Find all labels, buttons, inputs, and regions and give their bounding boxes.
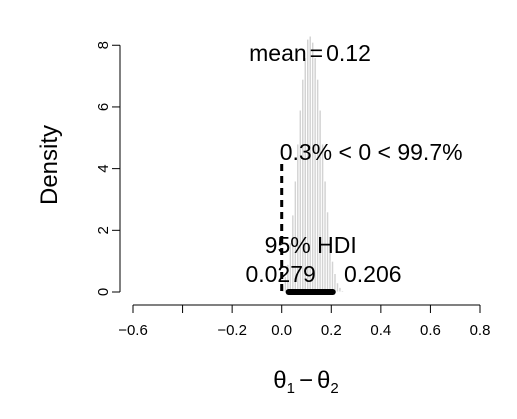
x-tick-label: 0.0: [271, 322, 292, 339]
bars-layer: [281, 35, 345, 293]
mean-value: 0.12: [326, 40, 371, 66]
x-title-theta2: θ: [317, 367, 330, 394]
y-axis: 0 2 4 6 8: [95, 41, 121, 296]
y-tick-label: 6: [95, 103, 112, 111]
x-axis: −0.6 −0.2 0.0 0.2 0.4 0.6 0.8: [118, 304, 491, 339]
x-title-minus: −: [299, 367, 313, 394]
x-tick-label: 0.2: [321, 322, 342, 339]
x-axis-title: θ1− θ2: [273, 367, 338, 397]
y-tick-label: 2: [95, 226, 112, 234]
x-title-sub1: 1: [287, 380, 295, 397]
x-tick-label: 0.4: [370, 322, 391, 339]
x-tick-label: −0.6: [118, 322, 148, 339]
x-tick-label: −0.2: [217, 322, 247, 339]
hdi-high-label: 0.206: [344, 261, 402, 287]
x-tick-label: 0.6: [420, 322, 441, 339]
y-tick-label: 0: [95, 288, 112, 296]
hdi-low-label: 0.0279: [245, 261, 315, 287]
y-tick-label: 8: [95, 41, 112, 49]
y-tick-label: 4: [95, 164, 112, 172]
mean-equals: =: [310, 40, 323, 66]
x-title-theta1: θ: [273, 367, 286, 394]
histogram-bar: [340, 289, 345, 293]
x-tick-label: 0.8: [470, 322, 491, 339]
comparison-annotation: 0.3% < 0 < 99.7%: [280, 139, 463, 165]
x-title-sub2: 2: [330, 380, 338, 397]
histogram-bar: [338, 286, 342, 293]
mean-annotation: mean = 0.12: [249, 40, 371, 66]
hdi-label: 95% HDI: [265, 232, 357, 258]
y-axis-title: Density: [36, 125, 63, 205]
mean-prefix: mean: [249, 40, 307, 66]
